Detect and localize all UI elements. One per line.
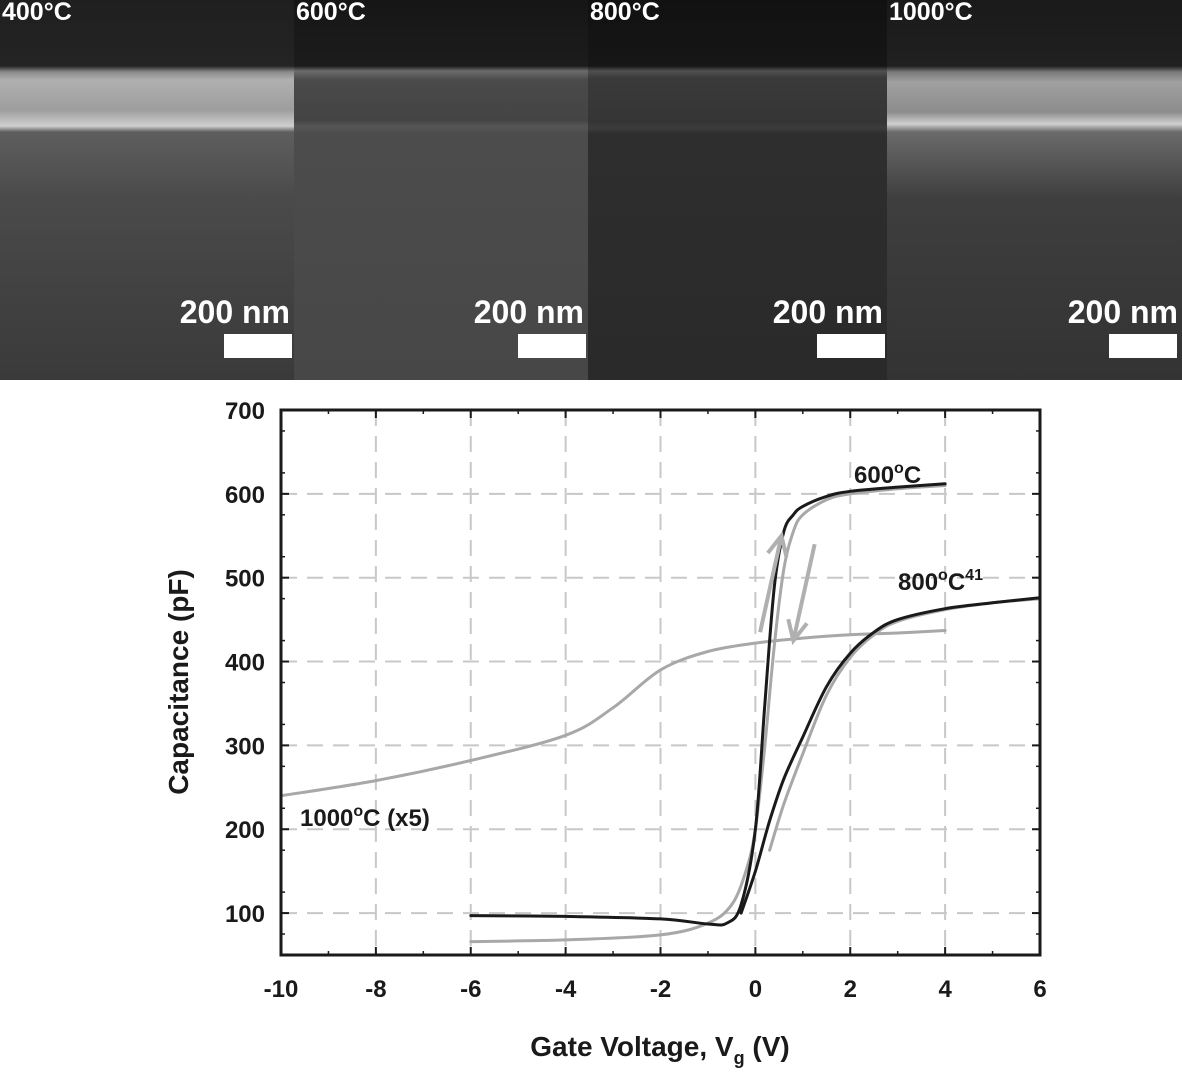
annotations bbox=[758, 531, 817, 646]
grid bbox=[281, 410, 1040, 955]
y-tick-label: 300 bbox=[225, 733, 265, 760]
y-tick-label: 700 bbox=[225, 398, 265, 425]
series-line-0 bbox=[469, 482, 947, 927]
y-tick-label: 200 bbox=[225, 817, 265, 844]
series-label-1000: 1000oC (x5) bbox=[300, 803, 430, 832]
ticks bbox=[280, 409, 1041, 955]
series-label-800-value: 800 bbox=[898, 569, 938, 596]
scale-bar bbox=[817, 334, 885, 358]
panel-label: 600°C bbox=[296, 0, 366, 26]
sem-panel-800: 800°C 200 nm bbox=[588, 0, 887, 380]
x-tick-label: 4 bbox=[938, 976, 952, 1003]
series-layer bbox=[279, 482, 1042, 944]
series-label-600-degree: o bbox=[894, 460, 904, 477]
x-tick-label: -6 bbox=[460, 976, 481, 1003]
x-tick-label: -4 bbox=[555, 976, 577, 1003]
series-label-1000-unit: C (x5) bbox=[363, 805, 430, 832]
x-axis-label: Gate Voltage, Vg (V) bbox=[530, 1031, 789, 1068]
sem-panel-1000: 1000°C 200 nm bbox=[887, 0, 1182, 380]
series-line-2 bbox=[739, 596, 1042, 915]
y-tick-label: 100 bbox=[225, 901, 265, 928]
x-axis-label-sub: g bbox=[734, 1048, 745, 1068]
sem-image-strip: 400°C 200 nm 600°C 200 nm 800°C 200 nm 1… bbox=[0, 0, 1182, 380]
series-line-4 bbox=[279, 629, 947, 798]
scale-bar-label: 200 nm bbox=[1067, 294, 1178, 330]
scale-bar-label: 200 nm bbox=[473, 294, 584, 330]
x-tick-label: -2 bbox=[650, 976, 671, 1003]
scale-bar bbox=[1109, 334, 1177, 358]
x-axis-label-tail: (V) bbox=[745, 1031, 790, 1062]
series-label-800-unit: C bbox=[948, 569, 965, 596]
hysteresis-arrow-up-shaft bbox=[758, 535, 784, 633]
scale-bar bbox=[224, 334, 292, 358]
y-tick-label: 400 bbox=[225, 650, 265, 677]
scale-bar-label: 200 nm bbox=[179, 294, 290, 330]
panel-label: 400°C bbox=[2, 0, 72, 26]
x-tick-label: 6 bbox=[1033, 976, 1046, 1003]
scale-bar bbox=[518, 334, 586, 358]
y-axis-label: Capacitance (pF) bbox=[163, 569, 194, 795]
panel-label: 800°C bbox=[590, 0, 660, 26]
x-tick-label: 0 bbox=[749, 976, 762, 1003]
series-label-600-value: 600 bbox=[854, 462, 894, 489]
series-label-800: 800oC41 bbox=[898, 567, 983, 596]
hysteresis-arrow-down-shaft bbox=[791, 543, 817, 642]
hysteresis-arrow-down-head bbox=[786, 618, 809, 646]
x-tick-label: 2 bbox=[844, 976, 857, 1003]
series-label-800-degree: o bbox=[938, 567, 948, 584]
sem-panel-400: 400°C 200 nm bbox=[0, 0, 294, 380]
series-label-600: 600oC bbox=[854, 460, 921, 489]
panel-label: 1000°C bbox=[889, 0, 973, 26]
cv-chart: -10 -8 -6 -4 -2 0 2 4 6100200300400500600700600o… bbox=[163, 398, 1047, 1068]
scale-bar-label: 200 nm bbox=[772, 294, 883, 330]
sem-panel-600: 600°C 200 nm bbox=[294, 0, 588, 380]
x-axis-label-main: Gate Voltage, V bbox=[530, 1031, 734, 1062]
y-tick-label: 600 bbox=[225, 482, 265, 509]
x-tick-label: -8 bbox=[365, 976, 386, 1003]
series-label-1000-degree: o bbox=[353, 803, 363, 820]
x-tick-label: -10 bbox=[264, 976, 299, 1003]
series-line-1 bbox=[469, 484, 947, 944]
series-label-800-superscript: 41 bbox=[965, 567, 983, 584]
hysteresis-arrow-up-head bbox=[766, 531, 789, 558]
y-tick-label: 500 bbox=[225, 566, 265, 593]
series-label-600-unit: C bbox=[904, 462, 921, 489]
series-label-1000-value: 1000 bbox=[300, 805, 353, 832]
labels: -10 -8 -6 -4 -2 0 2 4 6100200300400500600700600o… bbox=[225, 398, 1047, 1003]
